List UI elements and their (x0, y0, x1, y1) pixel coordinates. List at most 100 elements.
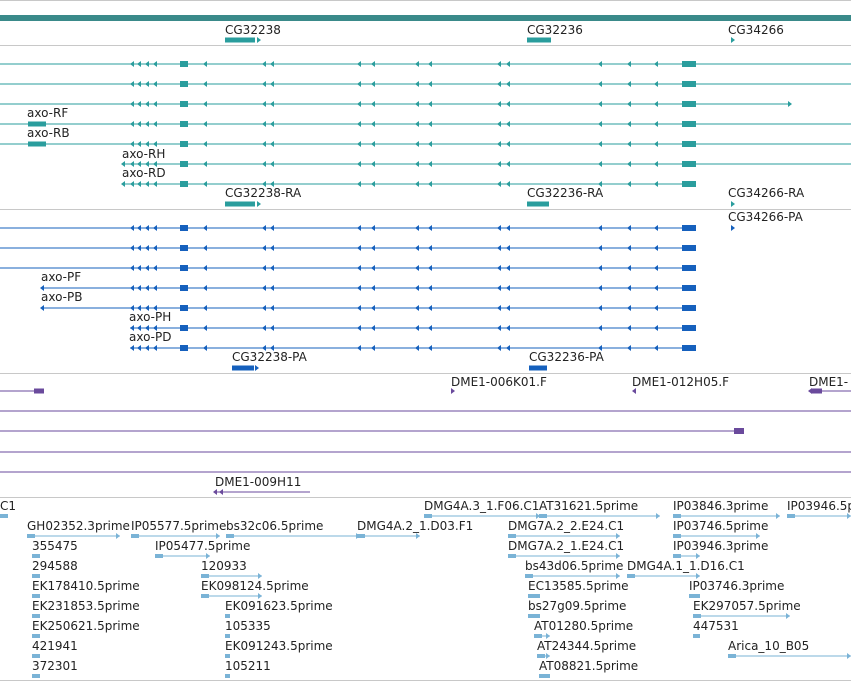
est-block (424, 514, 432, 518)
clone-label-dme1-cut[interactable]: DME1- (809, 375, 849, 389)
est-block (226, 534, 234, 538)
transcript-label-axo-rb[interactable]: axo-RB (27, 126, 70, 140)
clone-label-dme1-009h11[interactable]: DME1-009H11 (215, 475, 302, 489)
est-label[interactable]: GH02352.3prime (27, 519, 130, 533)
est-label[interactable]: DMG4A.1_1.D16.C1 (627, 559, 745, 573)
arrow-left-icon (654, 245, 658, 251)
est-label[interactable]: EK098124.5prime (201, 579, 309, 593)
arrow-right-icon (656, 513, 660, 519)
mrna-label-axo-ph[interactable]: axo-PH (129, 310, 172, 324)
est-label[interactable]: IP03746.3prime (689, 579, 785, 593)
est-label[interactable]: IP03746.5prime (673, 519, 769, 533)
exon-block (688, 225, 696, 231)
est-label[interactable]: EK250621.5prime (32, 619, 140, 633)
est-block (32, 614, 40, 618)
transcript-label-axo-rd[interactable]: axo-RD (122, 166, 166, 180)
exon-block (28, 121, 46, 127)
est-label[interactable]: IP03846.3prime (673, 499, 769, 513)
est-label[interactable]: 105335 (225, 619, 271, 633)
arrow-right-icon (258, 573, 262, 579)
mrna-label-axo-pf[interactable]: axo-PF (41, 270, 82, 284)
est-label[interactable]: EK297057.5prime (693, 599, 801, 613)
mrna-label-cg34266-pa[interactable]: CG34266-PA (728, 210, 803, 224)
est-label[interactable]: IP03946.3prime (673, 539, 769, 553)
arrow-left-icon (153, 245, 157, 251)
arrow-left-icon (137, 265, 141, 271)
exon-block (232, 365, 254, 371)
est-label[interactable]: 355475 (32, 539, 78, 553)
est-label[interactable]: AT24344.5prime (537, 639, 637, 653)
est-label[interactable]: DMG7A.2_2.E24.C1 (508, 519, 625, 533)
mrna-label-cg32238-pa[interactable]: CG32238-PA (232, 350, 307, 364)
est-label[interactable]: 421941 (32, 639, 78, 653)
arrow-left-icon (627, 121, 631, 127)
est-block (508, 534, 516, 538)
arrow-left-icon (145, 285, 149, 291)
est-label[interactable]: C1 (0, 499, 17, 513)
est-label[interactable]: EC13585.5prime (528, 579, 629, 593)
est-label[interactable]: AT31621.5prime (539, 499, 639, 513)
est-label[interactable]: bs32c06.5prime (226, 519, 324, 533)
est-label[interactable]: bs27g09.5prime (528, 599, 627, 613)
est-label[interactable]: 372301 (32, 659, 78, 673)
clone-label-dme1-006k01[interactable]: DME1-006K01.F (451, 375, 547, 389)
est-label[interactable]: AT01280.5prime (534, 619, 634, 633)
est-label[interactable]: 105211 (225, 659, 271, 673)
arrow-left-icon (262, 181, 266, 187)
exon-block (688, 345, 696, 351)
est-label[interactable]: IP05577.5prime (131, 519, 227, 533)
mrna-label-cg32236-pa[interactable]: CG32236-PA (529, 350, 604, 364)
est-label[interactable]: 120933 (201, 559, 247, 573)
arrow-left-icon (203, 61, 207, 67)
mrna-label-axo-pd[interactable]: axo-PD (129, 330, 172, 344)
mrna-label-axo-pb[interactable]: axo-PB (41, 290, 83, 304)
est-label[interactable]: bs43d06.5prime (525, 559, 624, 573)
arrow-right-icon (776, 513, 780, 519)
est-label[interactable]: EK178410.5prime (32, 579, 140, 593)
est-label[interactable]: DMG7A.2_1.E24.C1 (508, 539, 625, 553)
exon-block (527, 201, 549, 207)
arrow-left-icon (262, 225, 266, 231)
gene-label-cg34266[interactable]: CG34266 (728, 23, 784, 37)
arrow-left-icon (371, 121, 375, 127)
est-label[interactable]: 447531 (693, 619, 739, 633)
transcript-label-axo-rh[interactable]: axo-RH (122, 147, 166, 161)
est-label[interactable]: IP05477.5prime (155, 539, 251, 553)
est-label[interactable]: Arica_10_B05 (728, 639, 810, 653)
est-label[interactable]: AT08821.5prime (539, 659, 639, 673)
arrow-left-icon (371, 265, 375, 271)
arrow-left-icon (627, 141, 631, 147)
est-label[interactable]: EK231853.5prime (32, 599, 140, 613)
arrow-right-icon (116, 533, 120, 539)
transcript-label-cg32238-ra[interactable]: CG32238-RA (225, 186, 302, 200)
arrow-left-icon (428, 181, 432, 187)
arrow-left-icon (153, 161, 157, 167)
arrow-left-icon (130, 121, 134, 127)
arrow-left-icon (357, 245, 361, 251)
gene-label-cg32236[interactable]: CG32236 (527, 23, 583, 37)
est-label[interactable]: DMG4A.3_1.F06.C1 (424, 499, 540, 513)
transcript-label-cg32236-ra[interactable]: CG32236-RA (527, 186, 604, 200)
est-label[interactable]: EK091243.5prime (225, 639, 333, 653)
arrow-left-icon (428, 101, 432, 107)
est-label[interactable]: EK091623.5prime (225, 599, 333, 613)
arrow-left-icon (371, 81, 375, 87)
clone-label-dme1-012h05[interactable]: DME1-012H05.F (632, 375, 730, 389)
est-block (673, 514, 681, 518)
arrow-left-icon (130, 61, 134, 67)
exon-block (180, 265, 188, 271)
arrow-left-icon (137, 101, 141, 107)
arrow-left-icon (598, 161, 602, 167)
arrow-left-icon (654, 305, 658, 311)
est-label[interactable]: DMG4A.2_1.D03.F1 (357, 519, 474, 533)
gene-label-cg32238[interactable]: CG32238 (225, 23, 281, 37)
arrow-left-icon (497, 81, 501, 87)
transcript-label-cg34266-ra[interactable]: CG34266-RA (728, 186, 805, 200)
arrow-left-icon (654, 325, 658, 331)
arrow-left-icon (137, 81, 141, 87)
est-label[interactable]: IP03946.5p (787, 499, 851, 513)
arrow-right-icon (696, 573, 700, 579)
arrow-left-icon (145, 161, 149, 167)
est-label[interactable]: 294588 (32, 559, 78, 573)
transcript-label-axo-rf[interactable]: axo-RF (27, 106, 69, 120)
